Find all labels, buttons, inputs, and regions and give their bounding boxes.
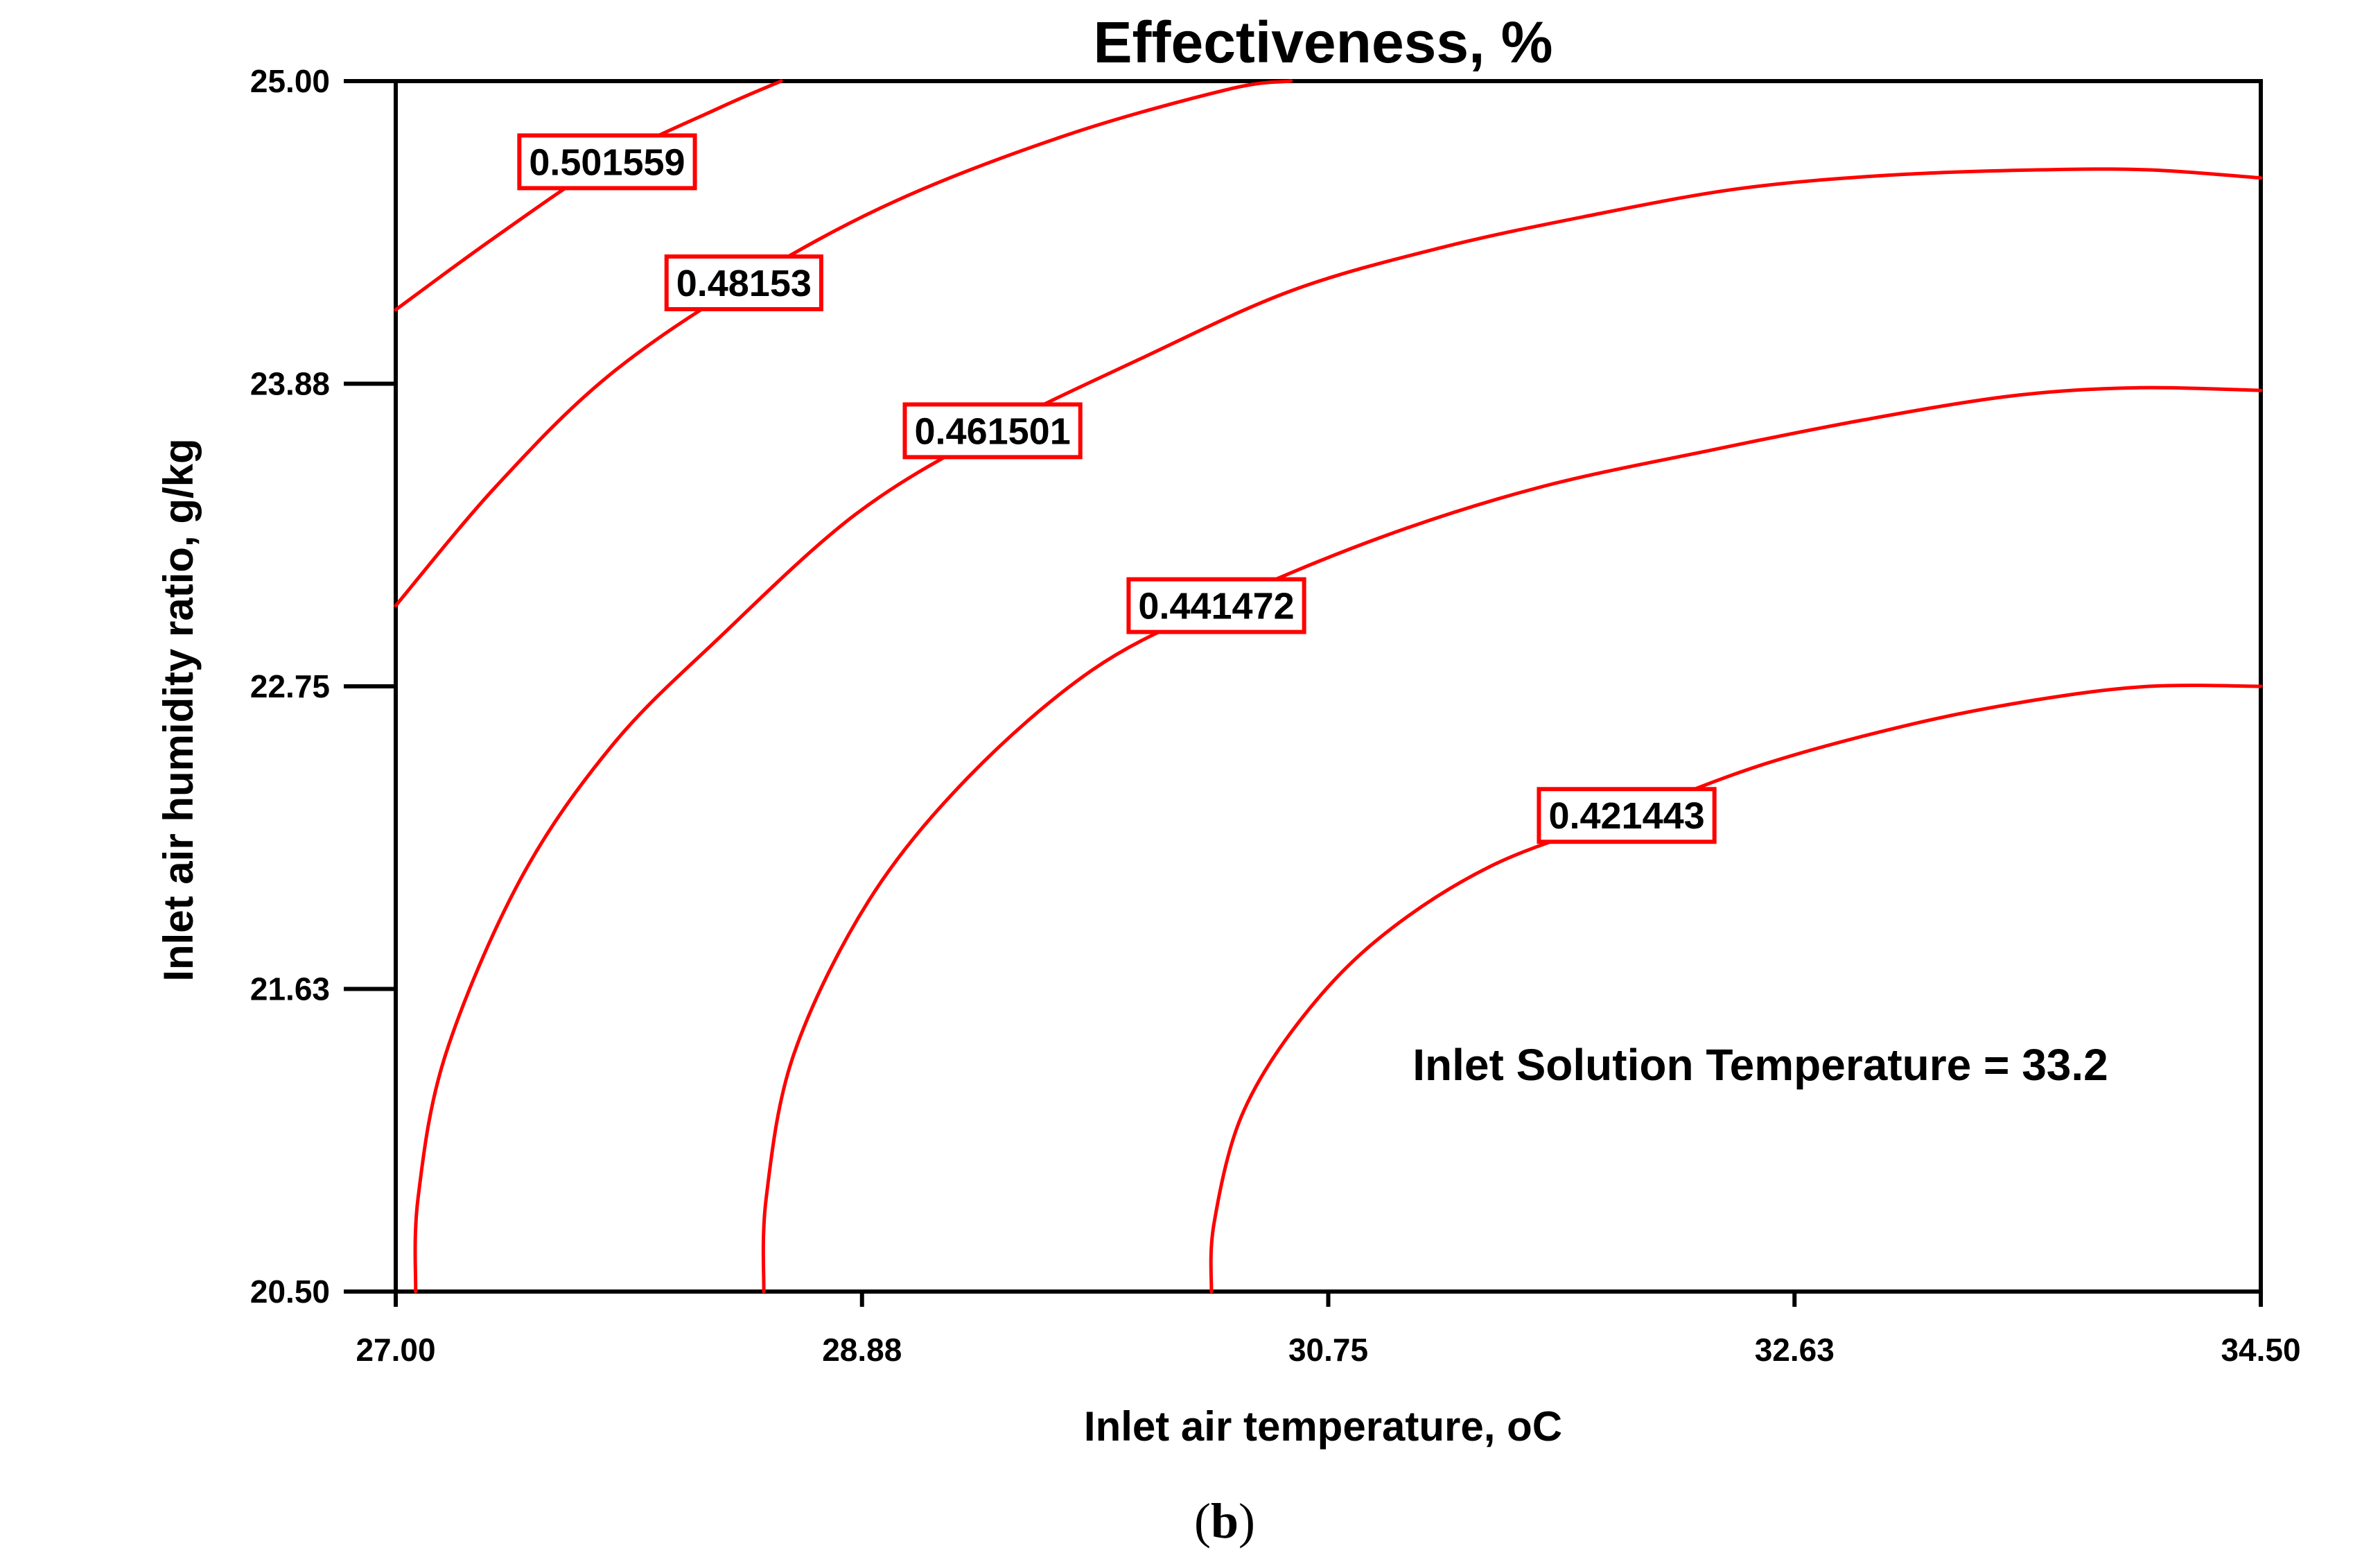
contour-line-0.48153: [394, 79, 1293, 608]
y-axis-label: Inlet air humidity ratio, g/kg: [155, 438, 202, 981]
contour-labels: 0.501559 0.48153 0.461501 0.441472 0.421443: [517, 133, 1717, 844]
contour-label-0.48153: 0.48153: [664, 254, 823, 311]
contour-level-text: 0.421443: [1548, 795, 1704, 837]
contour-level-text: 0.501559: [529, 141, 685, 183]
y-tick-label: 20.50: [250, 1274, 330, 1310]
x-tick-label: 30.75: [1288, 1332, 1368, 1368]
x-axis-label: Inlet air temperature, oC: [1084, 1403, 1562, 1450]
contour-level-text: 0.461501: [915, 410, 1071, 452]
y-tick-label: 25.00: [250, 63, 330, 99]
inlet-solution-temperature-annotation: Inlet Solution Temperature = 33.2: [1412, 1040, 2108, 1090]
y-tick-label: 22.75: [250, 668, 330, 704]
contour-label-box: [1537, 787, 1717, 844]
contour-label-0.461501: 0.461501: [902, 402, 1083, 460]
chart-title: Effectiveness, %: [1094, 10, 1553, 75]
contour-label-0.501559: 0.501559: [517, 133, 697, 191]
y-axis: 20.50 21.63 22.75 23.88 25.00: [250, 63, 396, 1310]
contour-line-0.421443: [1209, 684, 2263, 1294]
x-tick-label: 34.50: [2221, 1332, 2300, 1368]
figure-caption: (b): [1194, 1493, 1255, 1549]
contour-level-text: 0.48153: [676, 263, 812, 304]
figure-caption-letter: b: [1211, 1493, 1239, 1549]
x-tick-label: 32.63: [1755, 1332, 1835, 1368]
contour-label-box: [664, 254, 823, 311]
contour-lines: [394, 79, 2263, 1294]
plot-area: 0.501559 0.48153 0.461501 0.441472 0.421443: [394, 79, 2263, 1294]
contour-label-box: [517, 133, 697, 191]
x-axis: 27.00 28.88 30.75 32.63 34.50: [356, 1292, 2301, 1368]
contour-label-box: [902, 402, 1083, 460]
contour-label-0.441472: 0.441472: [1126, 577, 1306, 634]
y-tick-label: 23.88: [250, 366, 330, 402]
x-tick-label: 28.88: [822, 1332, 902, 1368]
contour-line-0.441472: [761, 385, 2263, 1294]
y-tick-label: 21.63: [250, 971, 330, 1007]
contour-line-0.461501: [413, 167, 2263, 1294]
x-tick-label: 27.00: [356, 1332, 435, 1368]
contour-level-text: 0.441472: [1138, 586, 1294, 627]
contour-label-0.421443: 0.421443: [1537, 787, 1717, 844]
contour-label-box: [1126, 577, 1306, 634]
